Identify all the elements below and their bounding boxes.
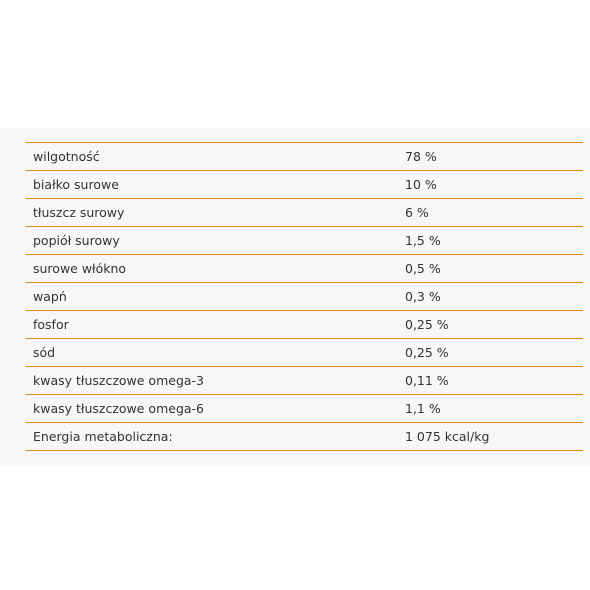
row-label: kwasy tłuszczowe omega-6 — [26, 394, 398, 423]
table-row: surowe włókno 0,5 % — [26, 254, 583, 283]
table-row: białko surowe 10 % — [26, 170, 583, 199]
row-label: Energia metaboliczna: — [26, 422, 398, 451]
table-row: popiół surowy 1,5 % — [26, 226, 583, 255]
row-value: 0,25 % — [398, 338, 583, 367]
row-label: surowe włókno — [26, 254, 398, 283]
row-value: 6 % — [398, 198, 583, 227]
row-value: 1 075 kcal/kg — [398, 422, 583, 451]
table-row: tłuszcz surowy 6 % — [26, 198, 583, 227]
row-value: 0,5 % — [398, 254, 583, 283]
table-row: Energia metaboliczna: 1 075 kcal/kg — [26, 422, 583, 451]
row-value: 1,5 % — [398, 226, 583, 255]
row-label: wilgotność — [26, 142, 398, 171]
table-row: wilgotność 78 % — [26, 142, 583, 171]
row-label: tłuszcz surowy — [26, 198, 398, 227]
row-label: wapń — [26, 282, 398, 311]
row-value: 0,25 % — [398, 310, 583, 339]
table-row: kwasy tłuszczowe omega-3 0,11 % — [26, 366, 583, 395]
table-row: sód 0,25 % — [26, 338, 583, 367]
row-label: kwasy tłuszczowe omega-3 — [26, 366, 398, 395]
table-row: kwasy tłuszczowe omega-6 1,1 % — [26, 394, 583, 423]
row-value: 0,3 % — [398, 282, 583, 311]
table-row: fosfor 0,25 % — [26, 310, 583, 339]
row-value: 0,11 % — [398, 366, 583, 395]
row-label: sód — [26, 338, 398, 367]
nutrition-table: wilgotność 78 % białko surowe 10 % tłusz… — [26, 142, 583, 451]
row-value: 1,1 % — [398, 394, 583, 423]
row-label: popiół surowy — [26, 226, 398, 255]
row-label: fosfor — [26, 310, 398, 339]
row-label: białko surowe — [26, 170, 398, 199]
table-row: wapń 0,3 % — [26, 282, 583, 311]
row-value: 10 % — [398, 170, 583, 199]
row-value: 78 % — [398, 142, 583, 171]
